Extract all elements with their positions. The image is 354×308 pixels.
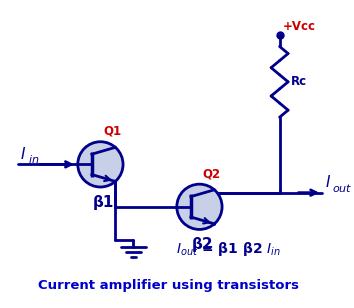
Text: Rc: Rc [291,75,307,88]
Text: +Vcc: +Vcc [282,20,315,33]
Text: Q1: Q1 [103,125,121,138]
Text: Current amplifier using transistors: Current amplifier using transistors [38,279,299,292]
Text: $\mathit{I}$: $\mathit{I}$ [20,146,26,161]
Text: β1: β1 [93,195,114,209]
Text: $\mathit{out}$: $\mathit{out}$ [332,182,353,194]
Text: $\mathit{I}$: $\mathit{I}$ [325,174,331,190]
Text: $\mathit{I}$$_\mathit{out}$ = $\mathbf{\beta}$1 $\mathbf{\beta}$2 $\mathit{I}$$_: $\mathit{I}$$_\mathit{out}$ = $\mathbf{\… [176,240,281,258]
Circle shape [78,142,123,187]
Text: $\mathit{in}$: $\mathit{in}$ [28,153,39,165]
Circle shape [177,184,222,229]
Text: β2: β2 [192,237,213,252]
Text: Q2: Q2 [202,168,221,180]
